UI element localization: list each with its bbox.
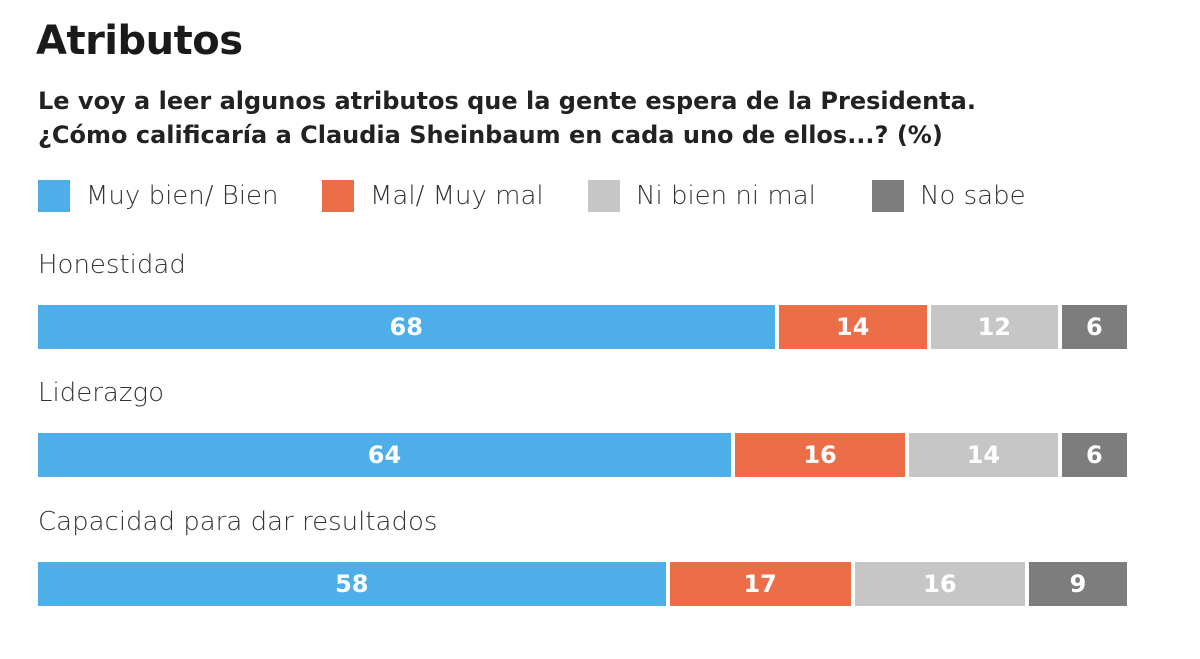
bar-segment: 9	[1028, 562, 1127, 606]
legend-swatch	[38, 180, 70, 212]
bar-segment: 17	[669, 562, 851, 606]
legend-swatch	[872, 180, 904, 212]
stacked-bar: 68 14 12 6	[38, 305, 1127, 349]
bar-segment: 6	[1061, 433, 1127, 477]
bar-segment: 68	[38, 305, 775, 349]
legend-item: No sabe	[872, 180, 1026, 212]
legend-label: Mal/ Muy mal	[370, 181, 544, 211]
legend-swatch	[588, 180, 620, 212]
chart-title: Atributos	[36, 18, 243, 64]
legend-item: Muy bien/ Bien	[38, 180, 279, 212]
legend-swatch	[322, 180, 354, 212]
subtitle-line-2: ¿Cómo calificaría a Claudia Sheinbaum en…	[38, 121, 943, 149]
legend-item: Mal/ Muy mal	[322, 180, 544, 212]
stacked-bar: 58 17 16 9	[38, 562, 1127, 606]
legend-item: Ni bien ni mal	[588, 180, 816, 212]
category-label: Honestidad	[38, 250, 186, 280]
category-label: Capacidad para dar resultados	[38, 507, 438, 537]
bar-segment: 6	[1061, 305, 1127, 349]
bar-segment: 16	[734, 433, 906, 477]
bar-segment: 64	[38, 433, 731, 477]
bar-segment: 16	[854, 562, 1025, 606]
bar-segment: 14	[778, 305, 927, 349]
bar-segment: 58	[38, 562, 666, 606]
bar-segment: 12	[930, 305, 1058, 349]
legend-label: Muy bien/ Bien	[86, 181, 279, 211]
legend-label: Ni bien ni mal	[636, 181, 816, 211]
bar-segment: 14	[909, 433, 1058, 477]
stacked-bar: 64 16 14 6	[38, 433, 1127, 477]
chart-subtitle: Le voy a leer algunos atributos que la g…	[38, 84, 976, 152]
subtitle-line-1: Le voy a leer algunos atributos que la g…	[38, 87, 976, 115]
legend-label: No sabe	[920, 181, 1026, 211]
category-label: Liderazgo	[38, 378, 164, 408]
